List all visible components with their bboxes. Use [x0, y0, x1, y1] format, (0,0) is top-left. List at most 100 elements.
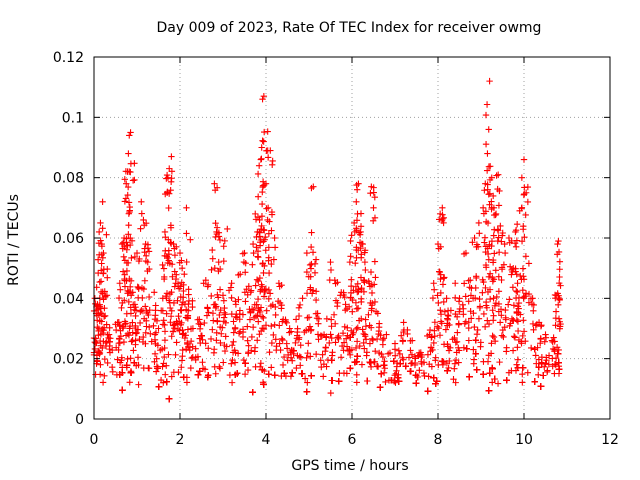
data-point [196, 325, 204, 333]
data-point [239, 311, 247, 318]
data-point [394, 374, 402, 382]
data-point [304, 314, 311, 322]
data-point [183, 230, 190, 237]
data-point [391, 340, 399, 347]
data-point [124, 355, 131, 363]
data-point [159, 261, 166, 269]
data-point [514, 303, 522, 310]
data-point [163, 189, 171, 196]
data-point [519, 379, 526, 386]
data-point [129, 319, 136, 326]
data-point [103, 231, 110, 238]
data-point [153, 363, 161, 370]
data-point [307, 286, 314, 293]
data-point [420, 369, 428, 377]
data-point [315, 320, 322, 327]
data-point [163, 378, 170, 386]
data-point [260, 293, 268, 300]
data-point [472, 273, 480, 280]
data-point [257, 304, 265, 311]
data-point [519, 332, 526, 340]
data-point [398, 332, 405, 339]
data-point [518, 237, 526, 245]
data-point [409, 337, 416, 344]
data-point [266, 348, 273, 356]
data-point [314, 331, 322, 338]
data-point [475, 219, 483, 227]
data-point [221, 237, 228, 245]
data-point [479, 204, 487, 212]
data-point [491, 375, 498, 383]
data-point [215, 258, 222, 266]
data-point [370, 189, 377, 196]
data-point [144, 258, 151, 266]
data-point [328, 377, 336, 384]
data-point [254, 337, 261, 344]
data-point [435, 324, 442, 332]
data-point [199, 359, 206, 366]
data-point [95, 347, 102, 355]
data-point [259, 283, 266, 290]
data-point [294, 325, 301, 332]
data-point [276, 322, 283, 329]
data-point [179, 346, 186, 354]
data-point [189, 325, 197, 332]
data-point [487, 163, 494, 170]
data-point [556, 318, 563, 325]
data-point [489, 332, 496, 340]
data-point [481, 323, 489, 330]
data-point [306, 323, 314, 330]
data-point [264, 154, 272, 161]
data-point [256, 216, 263, 224]
data-point [483, 167, 491, 174]
data-point [456, 295, 463, 302]
data-point [293, 364, 300, 372]
data-point [169, 328, 177, 335]
data-point [119, 324, 126, 332]
data-point [405, 354, 413, 361]
data-point [100, 249, 107, 257]
data-point [303, 268, 311, 276]
data-point [165, 204, 172, 212]
data-point [228, 294, 235, 302]
data-point [424, 351, 432, 358]
data-point [440, 214, 447, 222]
data-point [524, 183, 532, 191]
data-point [151, 336, 159, 344]
data-point [477, 339, 485, 346]
data-point [140, 333, 147, 341]
data-point [268, 227, 275, 234]
data-point [408, 351, 416, 358]
data-point [134, 354, 142, 361]
data-point [118, 240, 126, 248]
data-point [352, 259, 359, 267]
data-point [136, 319, 144, 327]
data-point [179, 331, 186, 338]
data-point [196, 335, 203, 342]
data-point [509, 347, 517, 354]
data-point [540, 372, 547, 379]
data-point [492, 267, 499, 274]
data-point [202, 340, 209, 347]
data-point [231, 325, 239, 333]
data-point [170, 240, 177, 248]
data-point [465, 337, 473, 344]
data-point [486, 295, 494, 303]
data-point [254, 228, 261, 236]
data-point [150, 322, 157, 329]
x-tick-label: 0 [90, 432, 99, 448]
data-point [247, 289, 254, 296]
data-point [152, 340, 159, 348]
data-point [397, 360, 404, 367]
data-point [436, 332, 444, 339]
data-point [348, 327, 355, 335]
y-tick-label: 0.04 [53, 291, 84, 307]
data-point [366, 283, 374, 290]
data-point [444, 340, 451, 348]
data-point [211, 346, 218, 353]
data-point [161, 353, 168, 361]
data-point [230, 318, 237, 325]
data-point [173, 271, 180, 278]
data-point [165, 351, 172, 358]
data-point [124, 191, 131, 199]
